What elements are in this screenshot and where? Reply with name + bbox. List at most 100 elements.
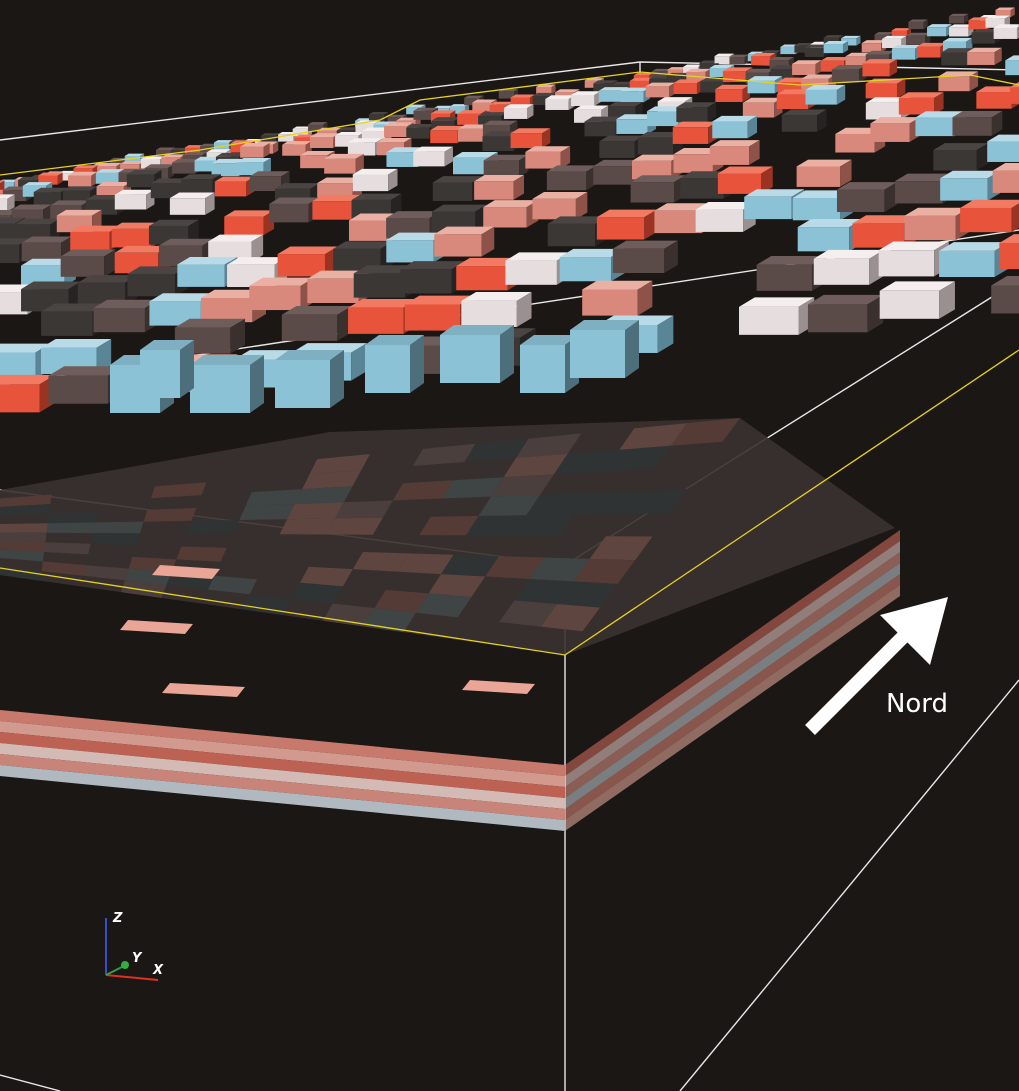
voxel-top [155,147,176,150]
voxel-front [269,203,309,223]
slab-tile [485,556,545,579]
voxel-top [114,245,170,253]
voxel-top [60,249,116,257]
voxel-front [483,160,520,178]
voxel-top [976,86,1019,93]
voxel-top [430,125,465,131]
slab-tile [604,445,671,472]
voxel-top [747,76,783,81]
voxel-top [474,174,525,182]
voxel-front [0,244,20,264]
voxel-top [584,116,625,122]
voxel-front [240,146,264,158]
voxel-top [62,186,98,191]
voxel-top [807,294,884,305]
voxel-top [384,122,414,127]
voxel-front [461,300,517,327]
voxel-top [841,35,861,39]
voxel-front [652,71,668,79]
slab-top [0,418,895,655]
voxel-top [559,248,625,258]
slab-tile [670,418,740,446]
voxel-front [348,220,393,241]
voxel-top [11,204,52,210]
voxel-front [292,128,308,137]
voxel-top [224,210,275,217]
voxel-top [939,242,1010,251]
voxel-front [0,292,28,315]
voxel-front [673,154,713,173]
voxel-front [620,91,644,103]
voxel-top [836,182,897,190]
voxel-front [214,181,247,197]
voxel-front [546,171,587,191]
voxel-front [776,94,809,110]
voxel-front [999,242,1019,270]
voxel-side [1016,26,1019,39]
voxel-top [695,202,756,210]
voxel-top [208,234,264,242]
voxel-side [964,13,969,24]
voxel-top [882,35,907,39]
voxel-top [432,176,483,183]
voxel-front [472,102,492,112]
voxel-front [95,172,120,184]
voxel-top [277,246,338,255]
voxel-side [836,84,846,105]
voxel-top [525,146,571,152]
voxel-front [0,352,36,379]
voxel-top [41,303,107,312]
voxel-front [1009,87,1019,104]
voxel-top [570,320,639,330]
voxel-top [630,175,686,183]
voxel-front [510,97,530,107]
voxel-top [865,50,896,55]
voxel-top [21,236,72,243]
voxel-top [574,105,609,110]
slab-tile [186,520,240,534]
slab-side [565,530,900,776]
voxel-front [805,89,837,105]
voxel-top [333,241,394,249]
voxel-front [324,158,356,174]
voxel-top [430,110,456,114]
slab-side [565,574,900,820]
voxel-side [815,60,822,75]
voxel-top [985,15,1010,19]
slab-tile [514,578,574,605]
voxel-front [532,198,576,220]
voxel-front [33,192,62,205]
voxel-front [307,278,359,303]
voxel-top [927,24,952,28]
voxel-top [0,238,30,245]
axis-gizmo: Z Y X [105,911,164,981]
voxel-front [672,127,709,144]
voxel-front [140,350,180,398]
voxel-side [1011,203,1019,233]
voxel-front [904,215,956,241]
voxel-top [308,122,328,125]
voxel-front [654,210,702,234]
voxel-front [861,43,882,53]
slab-tile [540,604,600,632]
voxel-front [582,289,638,316]
voxel-top [546,165,597,172]
voxel-front [413,110,433,120]
voxel-front [111,228,152,248]
voxel-front [353,273,406,298]
voxel-top [77,275,138,283]
slab-tile [573,558,635,584]
slab-tile [322,603,375,627]
voxel-top [337,127,362,131]
voxel-front [992,170,1019,193]
voxel-top [794,43,814,46]
voxel-front [940,178,988,201]
voxel-top [686,68,711,72]
voxel-front [729,57,745,65]
voxel-top [292,126,313,129]
voxel-side [994,47,1002,65]
voxel-front [559,257,612,282]
slab-tile [503,453,568,478]
voxel-top [312,194,363,202]
surface-line [0,71,1019,176]
